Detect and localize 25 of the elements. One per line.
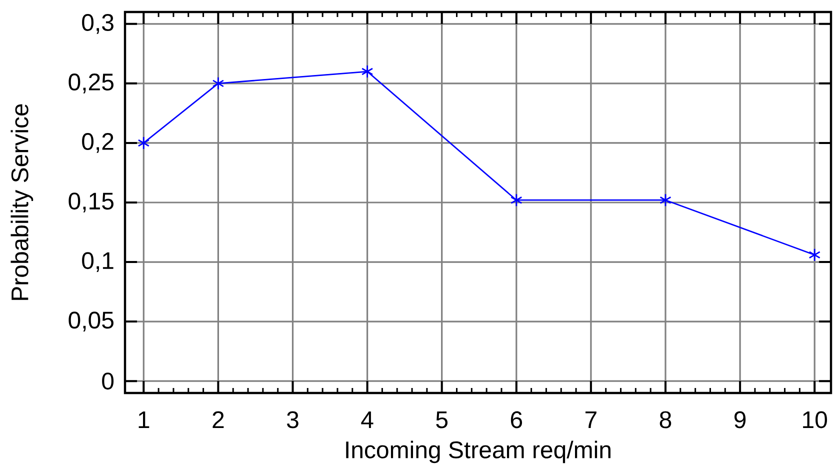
y-tick-label: 0,25	[68, 74, 114, 94]
x-tick-label: 7	[585, 411, 596, 428]
y-tick-label: 0,05	[68, 312, 114, 332]
x-tick-label: 4	[361, 411, 374, 428]
point	[138, 136, 150, 150]
x-tick-label: 2	[212, 411, 224, 428]
y-tick-label: 0,2	[82, 133, 114, 153]
y-tick-label: 0,1	[82, 252, 114, 272]
x-tick-label: 3	[286, 411, 298, 428]
point	[510, 193, 522, 207]
y-tick-label: 0	[102, 372, 114, 390]
point	[808, 248, 820, 262]
x-tick-label: 5	[436, 411, 448, 428]
x-tick-label: 6	[510, 411, 522, 428]
point	[212, 76, 224, 90]
x-tick-label: 1	[138, 411, 150, 428]
y-axis-title: Probability Service	[10, 104, 34, 300]
y-tick-label: 0,15	[68, 192, 114, 212]
point	[361, 64, 374, 78]
x-tick-label: 9	[734, 411, 746, 428]
x-axis-title: Incoming Stream req/min	[346, 440, 610, 464]
y-tick-label: 0,3	[82, 14, 114, 34]
x-tick-label: 8	[660, 411, 672, 428]
point	[660, 193, 672, 207]
x-tick-label: 10	[803, 411, 827, 428]
